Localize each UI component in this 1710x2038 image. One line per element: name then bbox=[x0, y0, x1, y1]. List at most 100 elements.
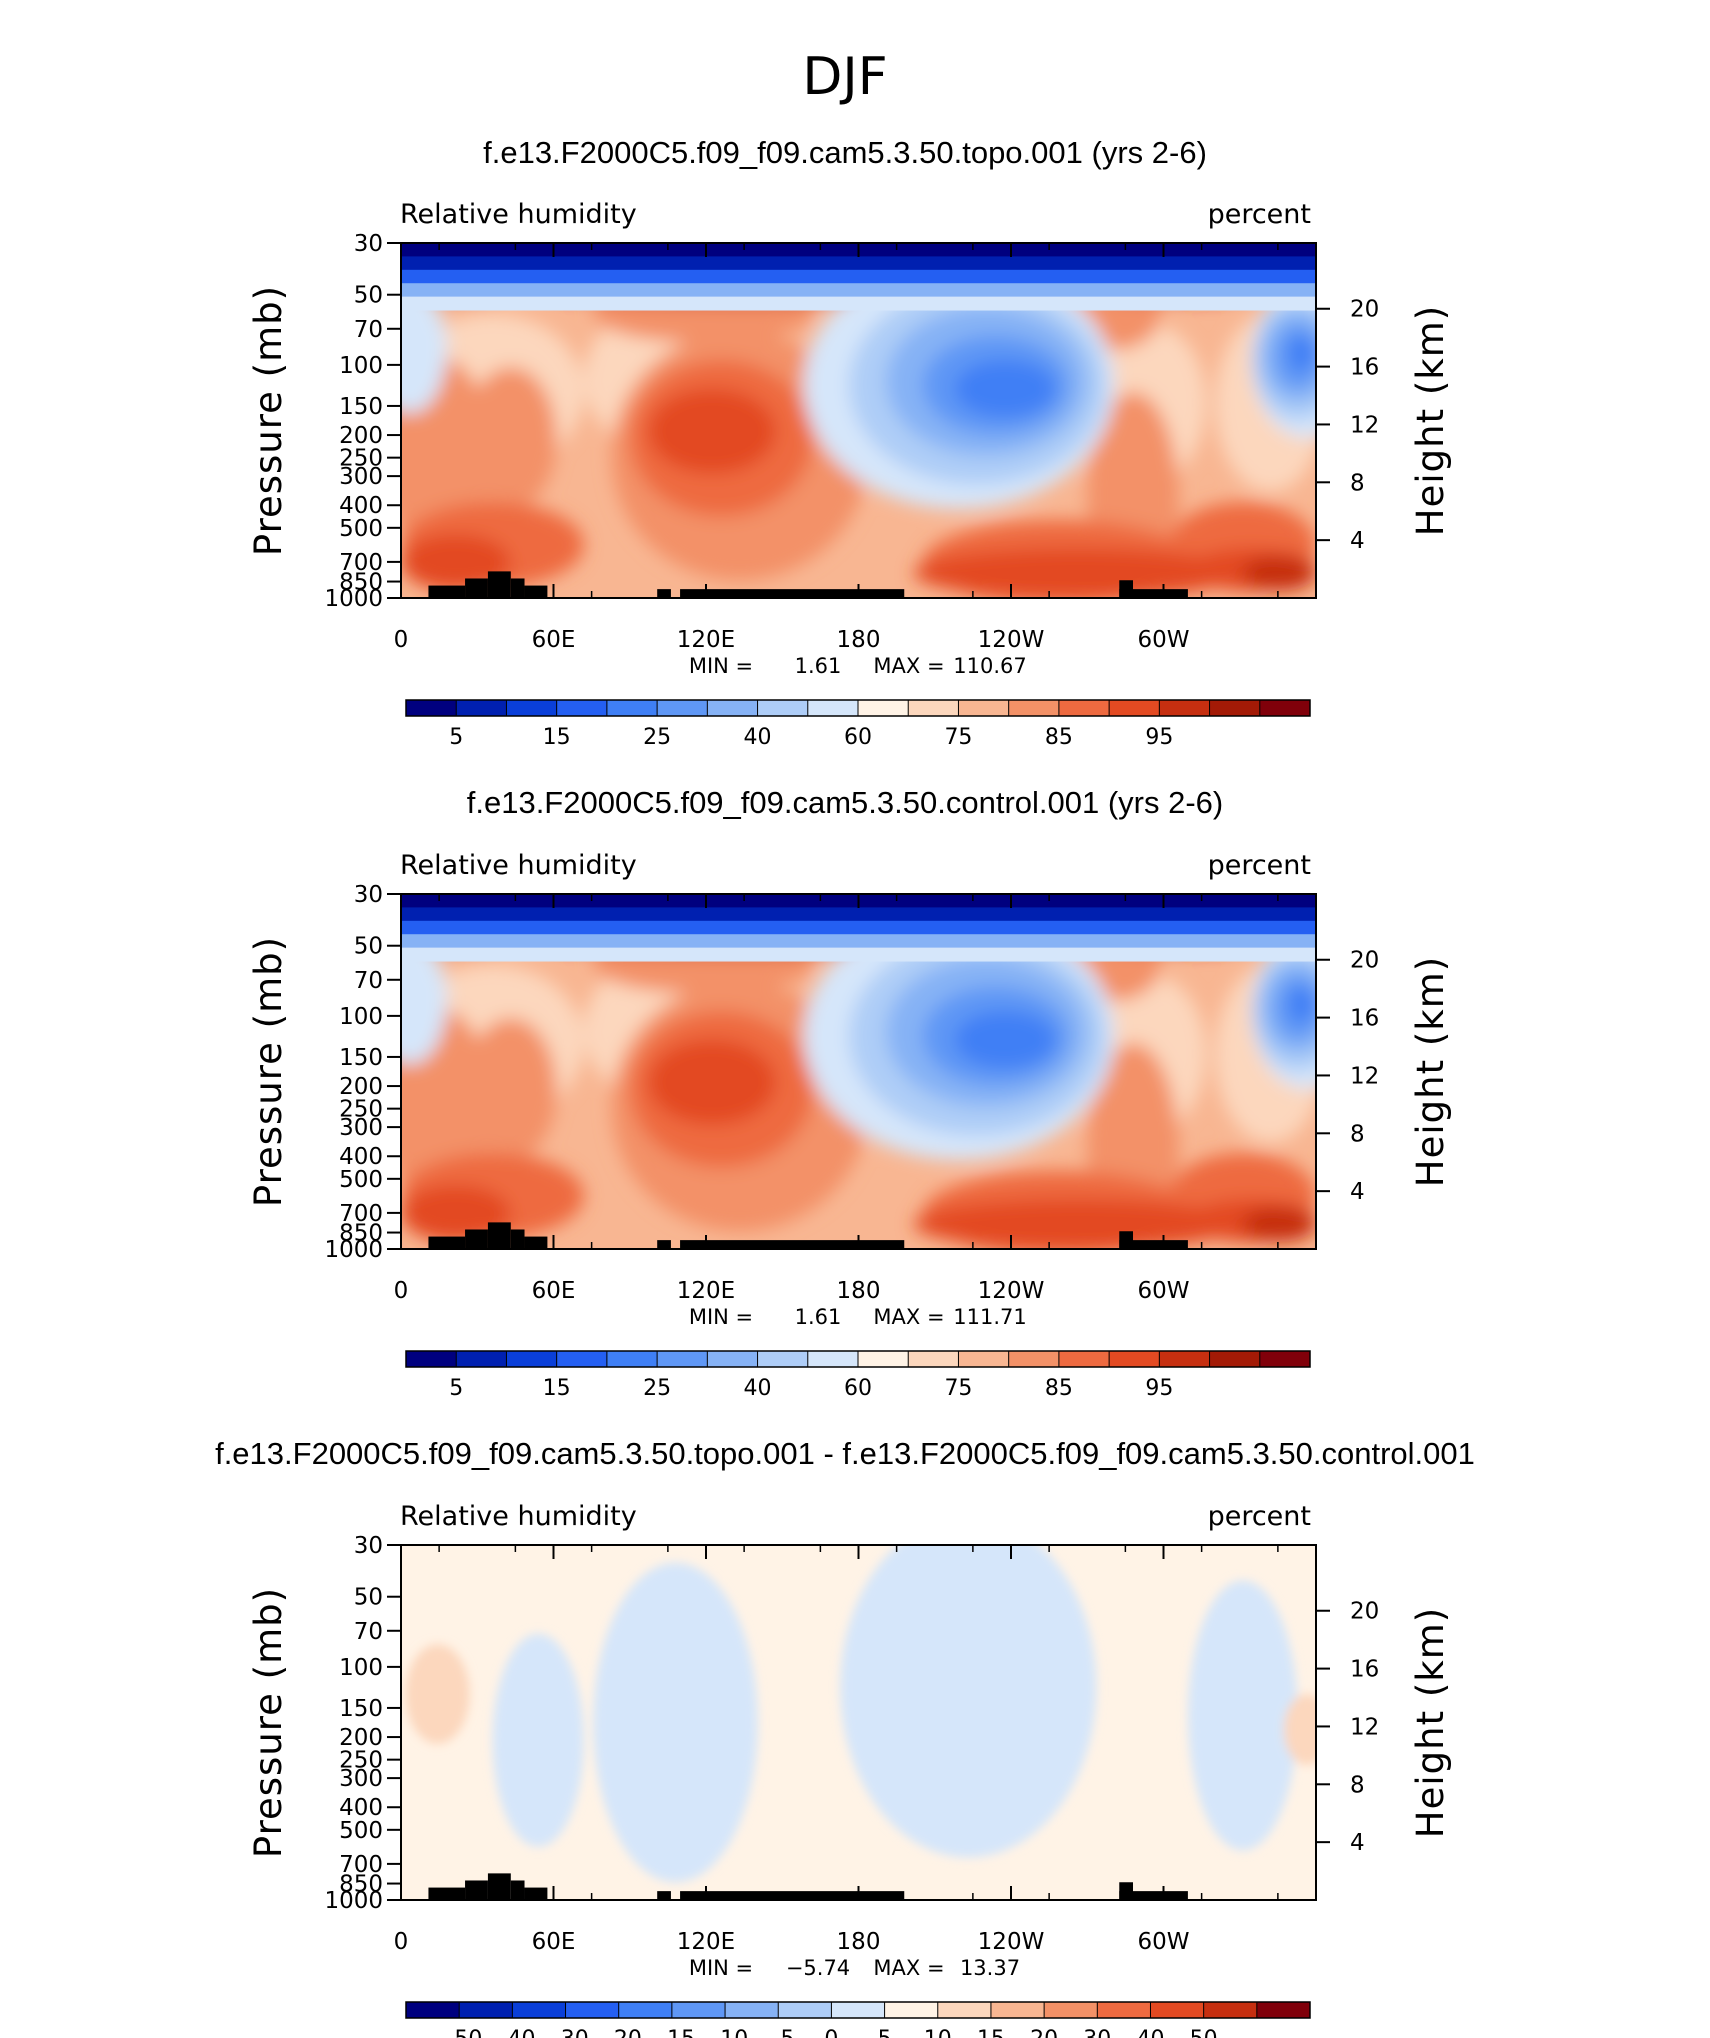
contour-region bbox=[1242, 1206, 1316, 1242]
terrain-mask bbox=[524, 1887, 548, 1900]
stratosphere-band bbox=[401, 269, 1316, 284]
y-tick-label: 700 bbox=[339, 1201, 383, 1227]
y-tick-label: 50 bbox=[354, 283, 383, 309]
y2-tick-label: 12 bbox=[1350, 1063, 1379, 1089]
contour-region bbox=[593, 1562, 758, 1883]
colorbar-box bbox=[456, 1351, 507, 1367]
contour-region bbox=[648, 1039, 777, 1125]
terrain-mask bbox=[1119, 589, 1188, 598]
colorbar-box bbox=[990, 2002, 1045, 2018]
stratosphere-band bbox=[401, 907, 1316, 922]
colorbar-box bbox=[406, 1351, 457, 1367]
contour-region bbox=[648, 388, 777, 474]
contour-region bbox=[954, 360, 1056, 417]
x-tick-label: 120W bbox=[978, 1278, 1045, 1304]
y-tick-label: 200 bbox=[339, 1074, 383, 1100]
colorbar-box bbox=[707, 700, 759, 716]
x-tick-label: 60E bbox=[532, 1929, 576, 1955]
colorbar-box bbox=[1044, 2002, 1098, 2018]
colorbar-frame bbox=[405, 1350, 1311, 1368]
colorbar-box bbox=[459, 2002, 513, 2018]
y-tick-label: 50 bbox=[354, 934, 383, 960]
panel-left-label: Relative humidity bbox=[400, 850, 637, 881]
colorbar-label: 15 bbox=[543, 1376, 571, 1401]
colorbar-box bbox=[1097, 2002, 1151, 2018]
y2-axis-label: Height (km) bbox=[1409, 305, 1452, 536]
colorbar-box bbox=[908, 1351, 959, 1367]
colorbar-frame bbox=[405, 2001, 1311, 2019]
contour-region bbox=[401, 936, 447, 1065]
terrain-mask bbox=[487, 1873, 511, 1900]
colorbar-box bbox=[671, 2002, 726, 2018]
y2-axis-label: Height (km) bbox=[1409, 956, 1452, 1187]
terrain-mask bbox=[465, 1229, 488, 1249]
y-tick-label: 70 bbox=[354, 968, 383, 994]
terrain-mask bbox=[680, 1240, 905, 1249]
colorbar-label: −30 bbox=[542, 2027, 588, 2038]
figure-title: DJF bbox=[802, 47, 887, 107]
y-tick-label: 1000 bbox=[324, 586, 383, 612]
min-value: 1.61 bbox=[795, 1305, 842, 1329]
colorbar-box bbox=[937, 2002, 992, 2018]
colorbar-box bbox=[657, 700, 708, 716]
y-tick-label: 700 bbox=[339, 1852, 383, 1878]
colorbar-label: 85 bbox=[1045, 725, 1073, 750]
contour-region bbox=[401, 1185, 511, 1242]
x-tick-label: 60E bbox=[532, 1278, 576, 1304]
colorbar-box bbox=[606, 700, 658, 716]
y-tick-label: 500 bbox=[339, 516, 383, 542]
colorbar-box bbox=[506, 1351, 558, 1367]
y-tick-label: 250 bbox=[339, 1097, 383, 1123]
contour-region bbox=[1242, 555, 1316, 591]
y-tick-label: 850 bbox=[339, 570, 383, 596]
x-tick-label: 180 bbox=[837, 1278, 881, 1304]
colorbar-label: 20 bbox=[1030, 2027, 1058, 2038]
contour-region bbox=[1187, 1580, 1298, 1851]
colorbar-box bbox=[778, 2002, 832, 2018]
colorbar-box bbox=[406, 700, 457, 716]
colorbar-label: −20 bbox=[595, 2027, 641, 2038]
colorbar-box bbox=[657, 1351, 708, 1367]
y-tick-label: 250 bbox=[339, 1748, 383, 1774]
colorbar-label: −10 bbox=[702, 2027, 748, 2038]
panel-left-label: Relative humidity bbox=[400, 199, 637, 230]
colorbar-box bbox=[725, 2002, 779, 2018]
colorbar-label: 25 bbox=[643, 1376, 671, 1401]
y-tick-label: 250 bbox=[339, 446, 383, 472]
colorbar-box bbox=[1259, 1351, 1311, 1367]
colorbar-label: −15 bbox=[649, 2027, 695, 2038]
x-tick-label: 60W bbox=[1137, 1929, 1189, 1955]
colorbar-box bbox=[1256, 2002, 1311, 2018]
max-value: 111.71 bbox=[953, 1305, 1026, 1329]
colorbar-box bbox=[1008, 1351, 1060, 1367]
max-label: MAX = bbox=[873, 1956, 944, 1980]
y-tick-label: 100 bbox=[339, 353, 383, 379]
colorbar-box bbox=[1259, 700, 1311, 716]
x-tick-label: 60E bbox=[532, 627, 576, 653]
contour-region bbox=[913, 1199, 1243, 1249]
colorbar-box bbox=[1209, 1351, 1261, 1367]
min-value: −5.74 bbox=[786, 1956, 850, 1980]
y2-tick-label: 16 bbox=[1350, 1657, 1379, 1683]
y2-tick-label: 12 bbox=[1350, 1714, 1379, 1740]
terrain-mask bbox=[428, 1887, 466, 1900]
contour-region bbox=[1288, 986, 1316, 1022]
colorbar-box bbox=[512, 2002, 567, 2018]
terrain-mask bbox=[657, 1240, 671, 1249]
x-tick-label: 180 bbox=[837, 1929, 881, 1955]
colorbar-box bbox=[757, 1351, 809, 1367]
terrain-mask bbox=[510, 1880, 525, 1900]
x-tick-label: 120E bbox=[677, 1929, 735, 1955]
terrain-mask bbox=[428, 1236, 466, 1249]
contour-region bbox=[1288, 335, 1316, 371]
panel-left-label: Relative humidity bbox=[400, 1501, 637, 1532]
y-tick-label: 400 bbox=[339, 493, 383, 519]
y-tick-label: 100 bbox=[339, 1004, 383, 1030]
max-value: 13.37 bbox=[960, 1956, 1020, 1980]
colorbar-label: 60 bbox=[844, 725, 872, 750]
terrain-mask bbox=[657, 1891, 671, 1900]
contour-region bbox=[465, 367, 557, 510]
colorbar-frame bbox=[405, 699, 1311, 717]
min-label: MIN = bbox=[689, 1956, 753, 1980]
